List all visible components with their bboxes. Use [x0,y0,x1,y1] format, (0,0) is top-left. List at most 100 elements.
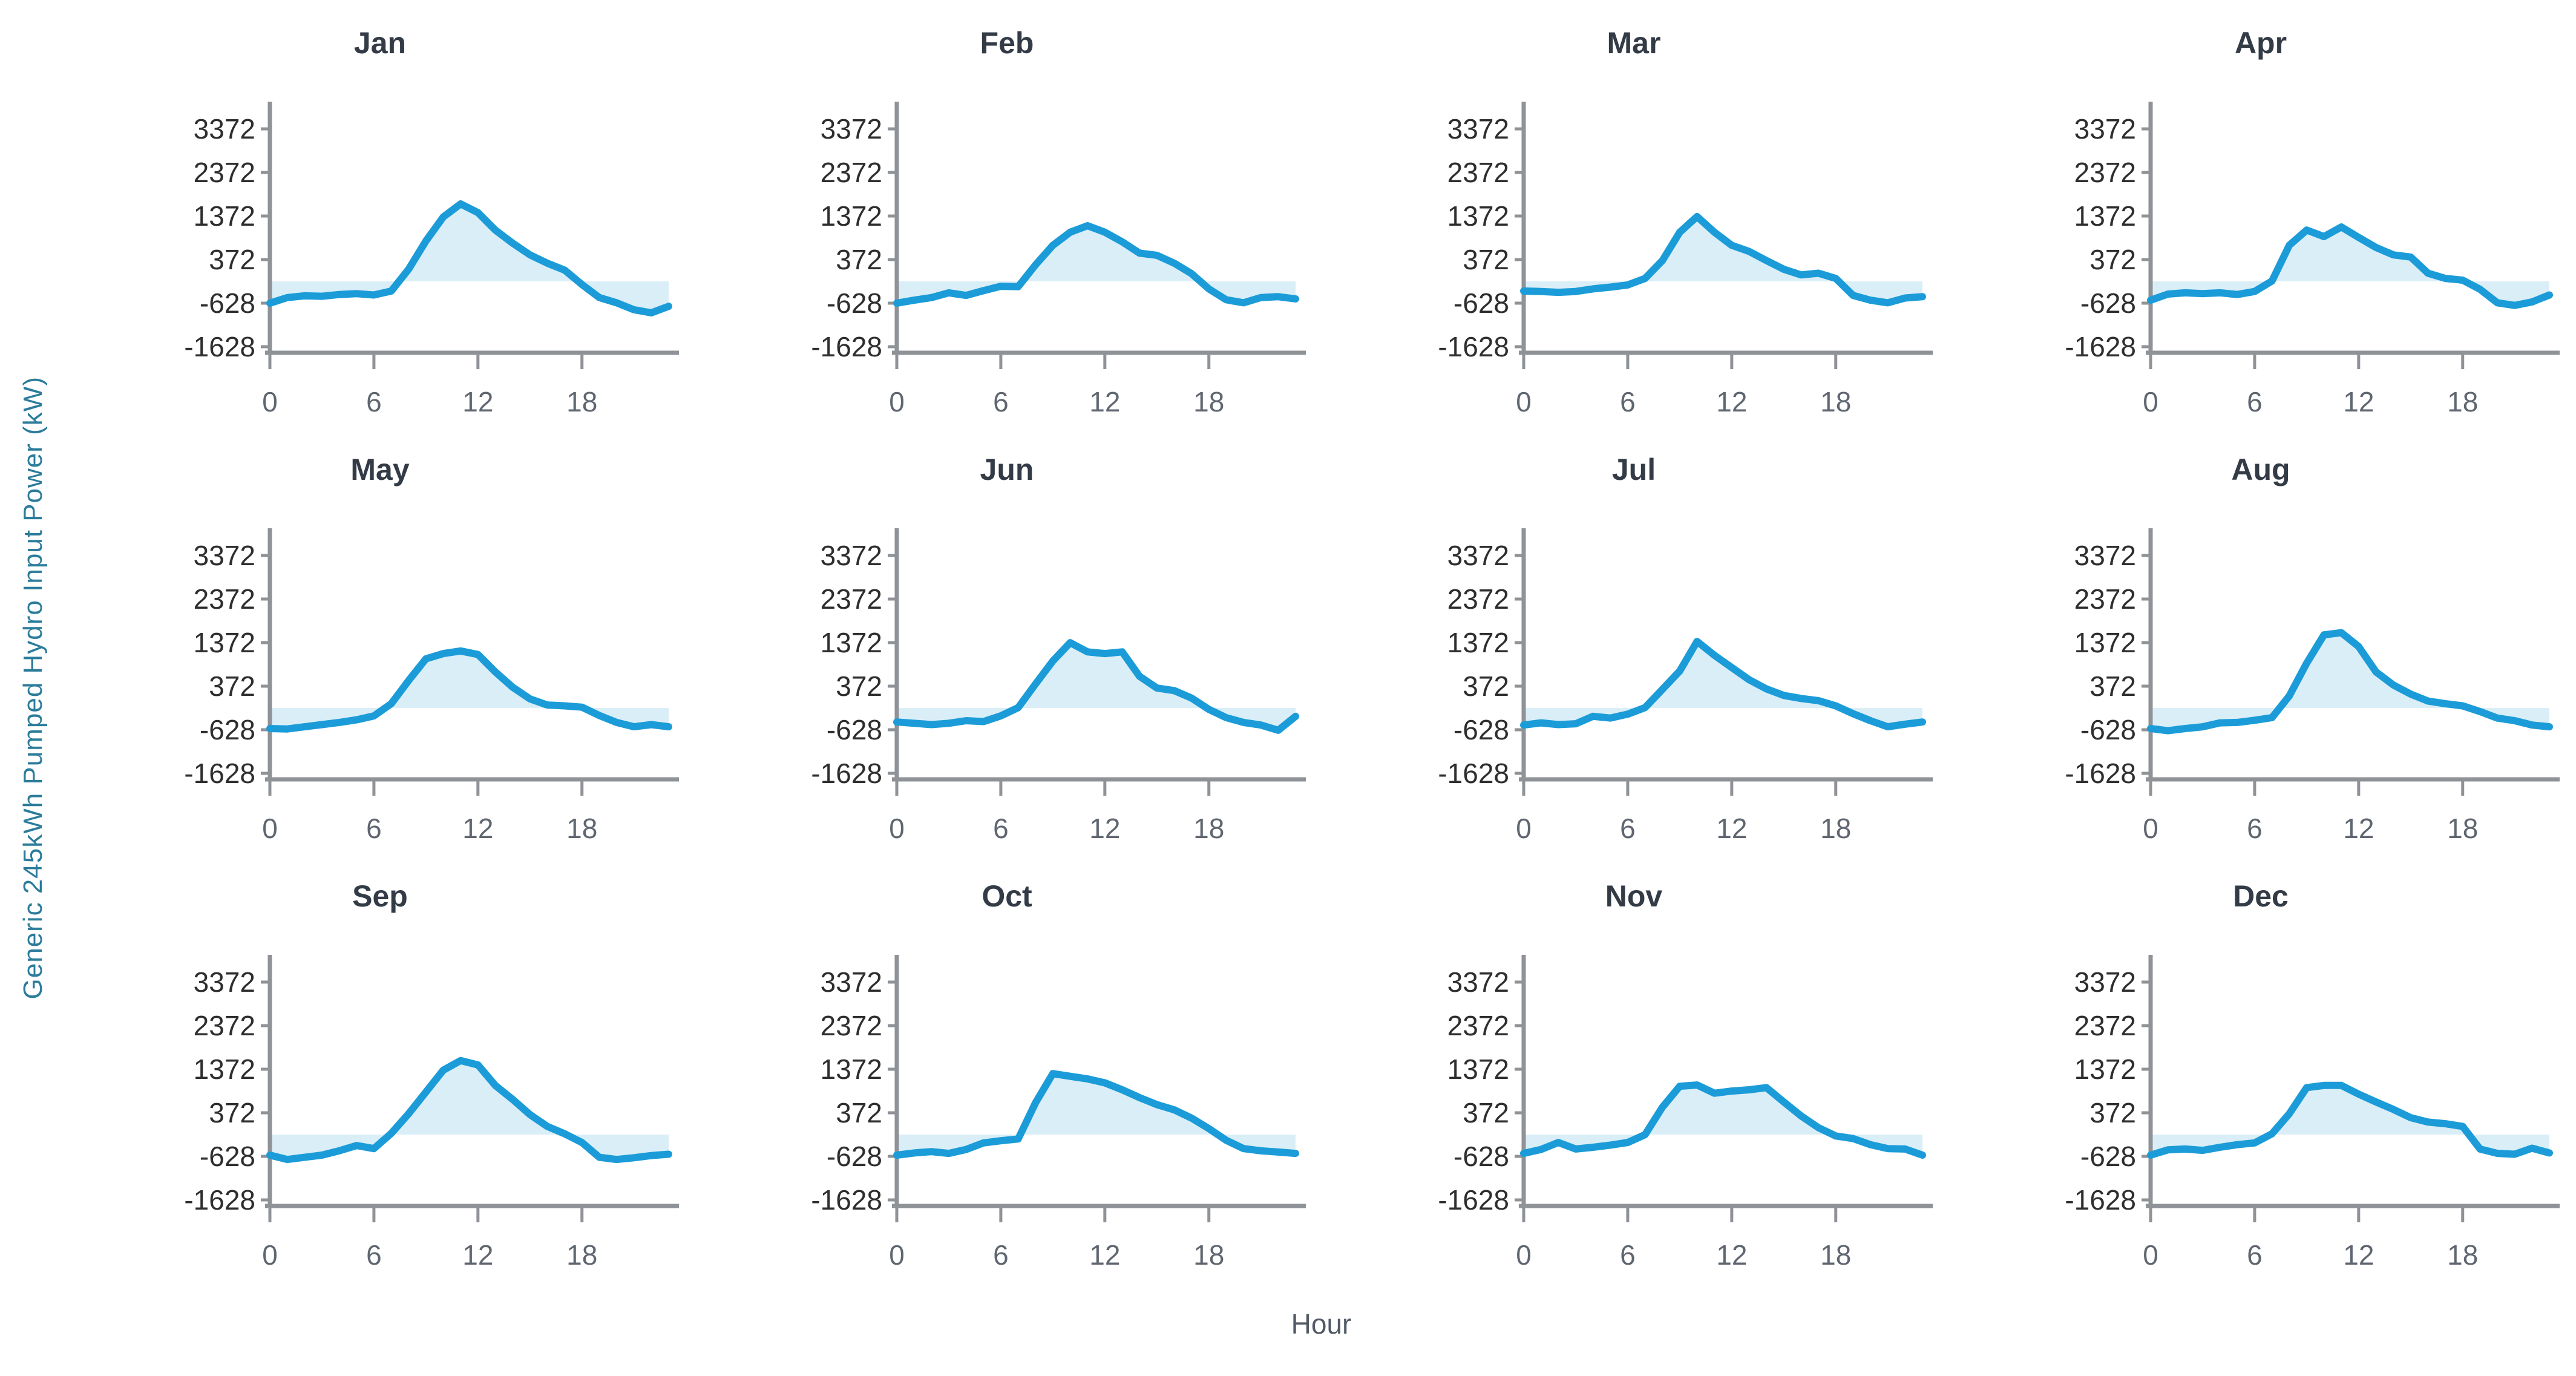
x-tick-label: 0 [262,386,278,418]
x-tick-label: 6 [2247,386,2263,418]
y-tick-label: 372 [2089,670,2136,702]
y-tick-label: 1372 [821,200,882,232]
profile-line [1520,638,1926,731]
subplot-may: May 3372 2372 1372 372 -628 -1628 0 6 12 18 [67,437,693,864]
y-tick-label: 1372 [194,1053,255,1085]
y-tick-label: 3372 [194,966,255,998]
y-tick-label: 1372 [821,627,882,658]
y-tick-label: 372 [209,670,255,702]
y-tick-label: 372 [209,1097,255,1129]
subplot-title: Mar [1607,26,1661,60]
profile-area [270,650,669,729]
x-tick-label: 12 [1089,813,1120,844]
y-axis-label: Generic 245kWh Pumped Hydro Input Power … [18,376,48,1000]
x-tick-label: 0 [2143,813,2158,844]
y-tick-label: 372 [209,244,255,275]
y-tick-label: 2372 [194,1010,255,1041]
y-tick-label: 2372 [2074,583,2136,615]
x-tick-label: 0 [1516,386,1532,418]
y-tick-label: -628 [200,287,255,319]
subplot-jun: Jun 3372 2372 1372 372 -628 -1628 0 6 12 18 [693,437,1320,864]
x-tick-label: 18 [2447,813,2478,844]
x-tick-label: 12 [1716,813,1747,844]
profile-line [1520,1081,1926,1159]
y-tick-label: 1372 [1447,627,1509,658]
profile-line [2147,223,2553,309]
y-tick-label: 3372 [1447,540,1509,571]
x-tick-label: 0 [262,1239,278,1271]
subplot-jan: Jan 3372 2372 1372 372 -628 -1628 0 6 12 18 [67,11,693,437]
x-tick-label: 6 [993,1239,1009,1271]
x-tick-label: 0 [889,1239,905,1271]
y-tick-label: -628 [1454,287,1509,319]
x-tick-label: 18 [566,386,597,418]
y-tick-label: -628 [2080,1141,2136,1172]
y-tick-label: -1628 [184,1184,255,1216]
x-tick-label: 18 [566,1239,597,1271]
y-tick-label: 1372 [2074,627,2136,658]
y-tick-label: -1628 [1438,758,1509,789]
y-tick-label: 3372 [1447,966,1509,998]
subplot-aug: Aug 3372 2372 1372 372 -628 -1628 0 6 12 18 [1947,437,2574,864]
subplot-grid: Jan 3372 2372 1372 372 -628 -1628 0 6 12 18 Feb 3372… [67,11,2576,1291]
profile-area [2151,1085,2549,1155]
x-tick-label: 0 [889,386,905,418]
y-tick-label: -1628 [1438,331,1509,362]
x-tick-label: 18 [2447,1239,2478,1271]
y-tick-label: -628 [1454,714,1509,745]
x-tick-label: 0 [889,813,905,844]
x-axis-label: Hour [1291,1308,1352,1340]
profile-area [2151,227,2549,306]
y-tick-label: 2372 [821,1010,882,1041]
subplot-title: Feb [980,26,1034,60]
profile-line [893,222,1299,307]
profile-area [270,204,669,313]
subplot-apr: Apr 3372 2372 1372 372 -628 -1628 0 6 12 18 [1947,11,2574,437]
y-tick-label: -628 [2080,714,2136,745]
x-tick-label: 0 [1516,1239,1532,1271]
x-tick-label: 12 [1716,1239,1747,1271]
y-tick-label: 372 [1463,1097,1509,1129]
y-tick-label: 372 [1463,244,1509,275]
y-tick-label: 2372 [1447,583,1509,615]
y-tick-label: -628 [827,287,882,319]
y-tick-label: 372 [836,670,882,702]
y-tick-label: -628 [827,1141,882,1172]
y-tick-label: -1628 [184,331,255,362]
y-tick-label: 1372 [821,1053,882,1085]
y-tick-label: 2372 [194,157,255,188]
subplot-sep: Sep 3372 2372 1372 372 -628 -1628 0 6 12 18 [67,864,693,1291]
subplot-feb: Feb 3372 2372 1372 372 -628 -1628 0 6 12 18 [693,11,1320,437]
profile-line [266,200,672,316]
y-tick-label: -628 [200,714,255,745]
y-tick-label: 1372 [2074,1053,2136,1085]
x-tick-label: 0 [2143,1239,2158,1271]
x-tick-label: 6 [1620,386,1636,418]
y-tick-label: 3372 [2074,113,2136,145]
subplot-title: Apr [2235,26,2287,60]
y-tick-label: -1628 [1438,1184,1509,1216]
y-tick-label: 2372 [194,583,255,615]
subplot-oct: Oct 3372 2372 1372 372 -628 -1628 0 6 12 18 [693,864,1320,1291]
subplot-title: Jan [354,26,406,60]
x-tick-label: 0 [262,813,278,844]
x-tick-label: 6 [366,1239,382,1271]
subplot-title: Nov [1605,879,1663,913]
y-tick-label: -628 [1454,1141,1509,1172]
y-tick-label: 372 [836,1097,882,1129]
y-tick-label: 3372 [821,540,882,571]
y-tick-label: -1628 [811,1184,882,1216]
x-tick-label: 18 [1193,1239,1224,1271]
y-tick-label: -1628 [2065,758,2136,789]
x-tick-label: 0 [1516,813,1532,844]
y-tick-label: -1628 [811,331,882,362]
subplot-title: May [350,453,409,487]
profile-line [266,1057,672,1164]
